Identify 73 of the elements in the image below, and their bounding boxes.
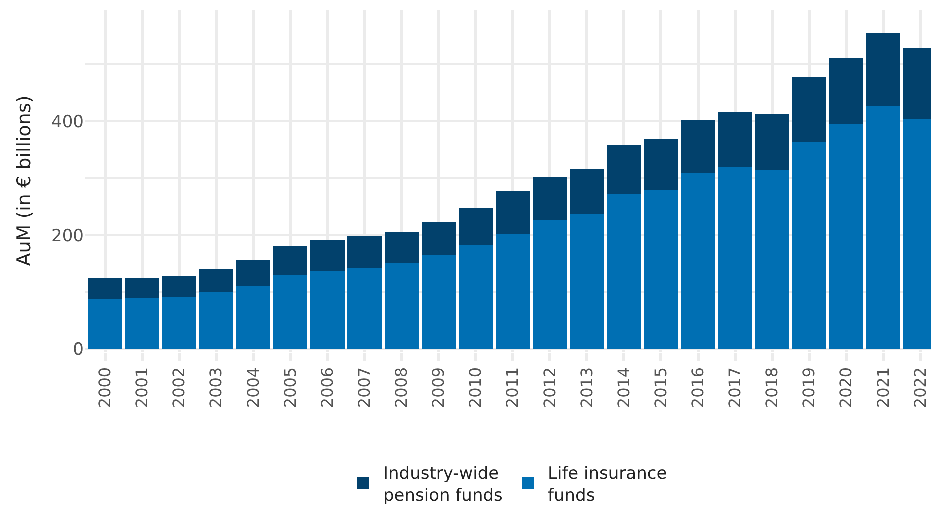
bar [125,278,160,299]
x-tick-label: 2017 [726,367,745,408]
bar [533,177,568,221]
x-tick-label: 2013 [577,367,596,408]
x-tick-label: 2004 [244,367,263,408]
bar [866,106,901,350]
bar [310,271,345,350]
x-tick-label: 2016 [688,367,708,408]
x-tick-label: 2018 [762,367,782,408]
bar [718,112,752,168]
x-tick-label: 2021 [874,367,893,408]
bar [200,269,234,292]
x-tick-label: 2000 [96,367,115,408]
legend-label: Industry-wide pension funds [384,464,504,506]
bar [607,145,642,194]
bar [570,169,604,214]
x-tick-label: 2012 [540,367,560,408]
x-tick-label: 2011 [503,367,522,408]
x-tick-label: 2010 [466,367,486,408]
bar [162,297,197,350]
bar [88,278,122,300]
bar [718,168,752,350]
bar [866,32,901,107]
bar [236,260,271,287]
bar [348,236,382,268]
bar [533,220,568,350]
bar [829,124,864,350]
bar [644,190,678,350]
bar [458,246,493,350]
bar [200,292,234,350]
x-tick-label: 2007 [354,367,374,408]
x-tick-label: 2006 [318,367,337,408]
bar [348,268,382,350]
y-tick-label: 400 [52,112,84,132]
y-tick-label: 0 [73,340,84,360]
bar [384,232,419,264]
bar [755,114,790,170]
bar [274,275,308,350]
bar [236,286,271,350]
bar [570,214,604,350]
bar [422,255,456,350]
bar [792,78,826,143]
x-tick-label: 2008 [392,367,412,408]
bar [644,140,678,190]
x-tick-label: 2003 [206,367,226,408]
x-tick-label: 2014 [614,367,634,408]
x-tick-label: 2015 [651,367,670,408]
x-tick-label: 2005 [280,367,300,408]
bar [162,276,197,298]
y-tick-label: 200 [52,226,84,246]
bar [384,263,419,350]
x-tick-label: 2019 [800,367,819,408]
bar [422,222,456,256]
bar [681,173,716,350]
bar [681,120,716,174]
bar [496,192,530,234]
x-tick-label: 2002 [170,367,189,408]
bar [607,194,642,350]
bar [88,299,122,350]
bar [792,142,826,350]
y-axis-title: AuM (in € billions) [13,96,36,266]
x-tick-label: 2009 [429,367,448,408]
bar [496,234,530,350]
x-tick-label: 2022 [910,367,930,408]
bar [125,298,160,350]
bar [829,58,864,124]
legend-label: Life insurance funds [548,464,668,506]
bar [310,240,345,272]
bar [458,208,493,246]
bar [274,246,308,276]
bar [755,170,790,350]
x-tick-label: 2001 [132,367,152,408]
x-tick-label: 2020 [836,367,856,408]
